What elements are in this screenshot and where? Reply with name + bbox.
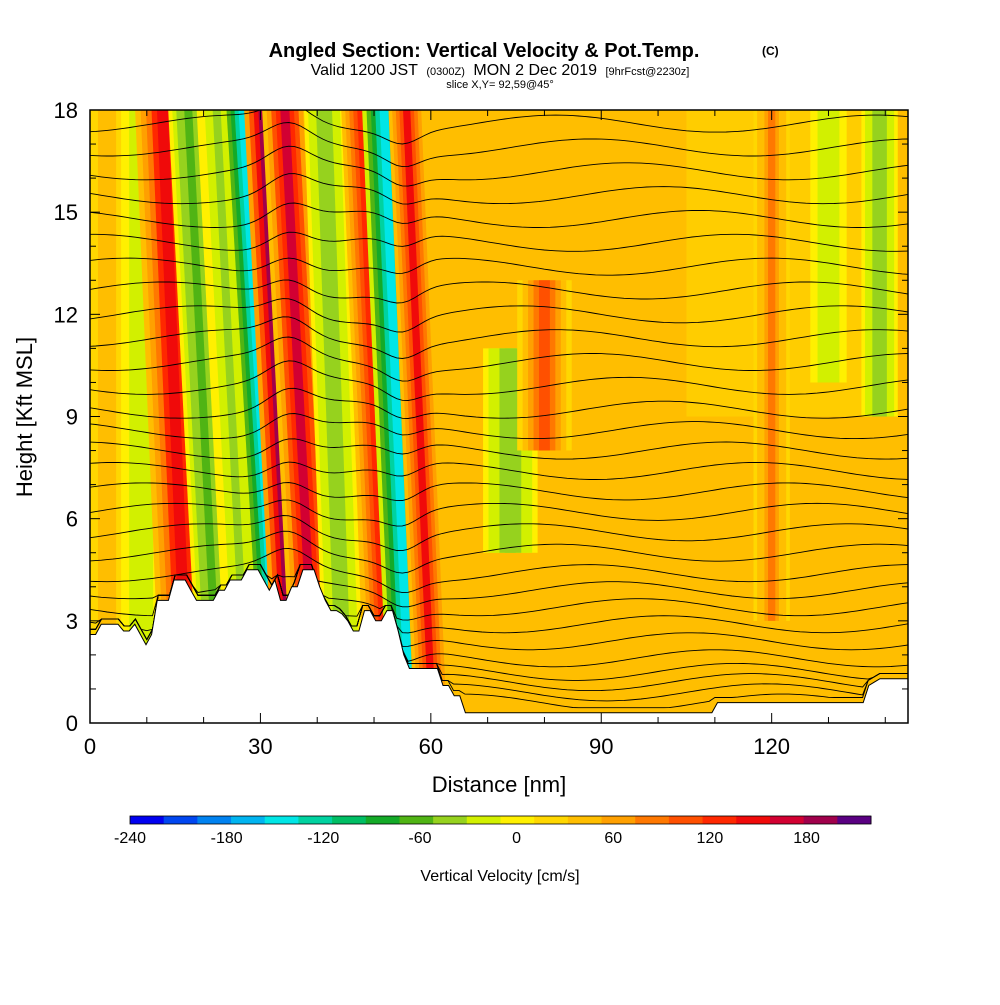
x-tick-label: 0 <box>84 734 96 759</box>
forecast-label: [9hrFcst@2230z] <box>605 66 689 78</box>
colorbar-swatch <box>197 816 232 824</box>
velocity-band-15 <box>824 110 833 383</box>
contour-line-25 <box>90 202 908 228</box>
contour-line-27 <box>90 145 908 187</box>
colorbar-swatch <box>635 816 670 824</box>
x-tick-labels: 0 30 60 90 120 <box>84 734 790 759</box>
y-tick-label: 12 <box>54 302 78 327</box>
y-axis-label: Height [Kft MSL] <box>12 337 37 497</box>
colorbar-swatch <box>500 816 535 824</box>
colorbar-swatch <box>803 816 838 824</box>
chart-title-unit: (C) <box>762 44 779 58</box>
contour-line-16 <box>90 413 908 440</box>
colorbar-swatch <box>466 816 501 824</box>
colorbar-swatch <box>332 816 367 824</box>
contour-line-15 <box>90 438 908 460</box>
terrain <box>90 569 908 723</box>
colorbar-tick-label: 0 <box>512 830 521 847</box>
colorbar-swatch <box>365 816 400 824</box>
colorbar-label: Vertical Velocity [cm/s] <box>420 868 579 885</box>
contour-line-23 <box>90 257 908 276</box>
axis-ticks <box>89 109 908 724</box>
contour-line-11 <box>90 515 908 552</box>
contour-line-28 <box>90 122 908 168</box>
velocity-band-13 <box>538 280 550 451</box>
chart-title: Angled Section: Vertical Velocity & Pot.… <box>269 40 700 62</box>
velocity-band-4 <box>212 110 252 723</box>
colorbar-swatch <box>163 816 198 824</box>
contour-line-13 <box>90 482 908 502</box>
velocity-band-12 <box>504 348 516 553</box>
colorbar-swatch <box>736 816 771 824</box>
x-tick-label: 30 <box>248 734 272 759</box>
valid-prefix: Valid 1200 JST <box>311 62 419 79</box>
y-tick-label: 3 <box>66 609 78 634</box>
x-tick-label: 90 <box>589 734 613 759</box>
contour-line-20 <box>90 316 908 359</box>
velocity-band-16 <box>875 110 884 417</box>
colorbar-frame <box>129 815 872 825</box>
contour-line-19 <box>90 336 908 382</box>
valid-line: Valid 1200 JST (0300Z) MON 2 Dec 2019 [9… <box>311 62 690 79</box>
colorbar-tick-label: 180 <box>793 830 820 847</box>
x-axis-label: Distance [nm] <box>432 772 567 797</box>
y-tick-label: 0 <box>66 711 78 736</box>
contour-line-14 <box>90 461 908 480</box>
y-tick-label: 9 <box>66 405 78 430</box>
velocity-band-11 <box>403 110 436 723</box>
colorbar-swatch <box>702 816 737 824</box>
y-tick-labels: 0 3 6 9 12 15 18 <box>54 98 78 736</box>
colorbar-swatch <box>601 816 636 824</box>
x-tick-label: 120 <box>753 734 790 759</box>
colorbar-tick-label: -60 <box>408 830 431 847</box>
colorbar-swatch <box>231 816 266 824</box>
colorbar-swatch <box>534 816 569 824</box>
colorbar-tick-label: 60 <box>604 830 622 847</box>
contour-line-12 <box>90 499 908 527</box>
contour-line-18 <box>90 360 908 401</box>
colorbar-swatch <box>130 816 165 824</box>
colorbar-swatch <box>399 816 434 824</box>
contour-line-26 <box>90 173 908 205</box>
colorbar-swatch <box>433 816 468 824</box>
contour-line-21 <box>90 298 908 333</box>
contour-line-10 <box>90 530 908 574</box>
velocity-field <box>90 110 908 723</box>
y-tick-label: 6 <box>66 507 78 532</box>
velocity-band-3 <box>184 110 223 723</box>
y-tick-label: 15 <box>54 200 78 225</box>
valid-utc: (0300Z) <box>426 66 465 78</box>
contour-line-29 <box>90 110 908 145</box>
colorbar-swatch <box>668 816 704 824</box>
x-tick-label: 60 <box>419 734 443 759</box>
y-tick-label: 18 <box>54 98 78 123</box>
pot-temp-contours <box>90 110 908 709</box>
colorbar-swatch <box>769 816 805 824</box>
colorbar-tick-label: -180 <box>211 830 243 847</box>
velocity-band-14 <box>768 110 776 621</box>
colorbar-tick-label: -240 <box>114 830 146 847</box>
velocity-band-0 <box>102 110 112 723</box>
contour-line-9 <box>90 547 908 594</box>
contour-line-17 <box>90 387 908 419</box>
valid-date: MON 2 Dec 2019 <box>473 62 597 79</box>
slice-label: slice X,Y= 92,59@45° <box>446 79 554 91</box>
colorbar-swatch <box>298 816 333 824</box>
contour-line-24 <box>90 231 908 252</box>
colorbar <box>129 815 872 825</box>
colorbar-tick-label: -120 <box>307 830 339 847</box>
contour-line-8 <box>90 564 908 608</box>
colorbar-tick-labels: -240 -180 -120 -60 0 60 120 180 <box>114 830 820 847</box>
colorbar-swatch <box>837 816 872 824</box>
velocity-band-2 <box>156 110 194 723</box>
velocity-band-8 <box>320 110 349 723</box>
colorbar-swatch <box>264 816 299 824</box>
contour-line-22 <box>90 279 908 304</box>
plot-area <box>90 110 908 723</box>
colorbar-swatch <box>567 816 603 824</box>
colorbar-tick-label: 120 <box>697 830 724 847</box>
